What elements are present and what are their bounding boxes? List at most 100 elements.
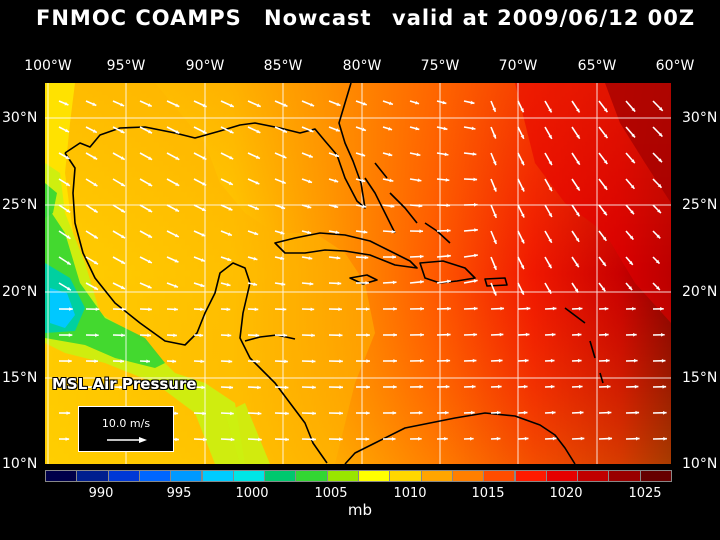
wind-vector-head bbox=[446, 203, 451, 208]
wind-vector-head bbox=[498, 358, 503, 363]
wind-vector-head bbox=[474, 253, 478, 258]
graticule bbox=[45, 83, 671, 464]
wind-vector-head bbox=[661, 358, 666, 363]
wind-vector-head bbox=[93, 260, 98, 265]
lat-label-left-20n: 20°N bbox=[2, 284, 38, 300]
wind-vector-head bbox=[524, 436, 529, 441]
wind-vector-head bbox=[280, 256, 285, 261]
wind-vector-head bbox=[493, 291, 497, 296]
wind-vector-head bbox=[120, 156, 125, 160]
wind-vector-head bbox=[552, 436, 557, 441]
wind-vector-head bbox=[388, 152, 393, 157]
wind-vector-head bbox=[632, 306, 636, 311]
wind-vector-head bbox=[282, 129, 287, 133]
wind-vector-head bbox=[420, 333, 424, 337]
wind-vector-head bbox=[391, 437, 396, 441]
wind-vector-head bbox=[603, 185, 608, 190]
wind-vector-head bbox=[471, 410, 475, 415]
wind-vector-head bbox=[307, 230, 312, 235]
wind-vector-head bbox=[65, 155, 70, 159]
wind-vector-head bbox=[92, 129, 97, 133]
colorbar-swatch bbox=[138, 470, 172, 482]
islands-bahamas bbox=[364, 162, 451, 244]
wind-vector-head bbox=[121, 333, 125, 338]
wind-vector-head bbox=[444, 436, 448, 441]
wind-vector-head bbox=[173, 385, 178, 390]
wind-vector-head bbox=[576, 108, 580, 113]
wind-vector-head bbox=[364, 255, 369, 260]
wind-vector-head bbox=[309, 281, 314, 286]
wind-vector-head bbox=[523, 384, 528, 389]
wind-vector-head bbox=[492, 107, 496, 112]
wind-vector-head bbox=[281, 205, 286, 210]
wind-vector-head bbox=[281, 180, 286, 184]
wind-vector-head bbox=[524, 358, 529, 363]
wind-vector-head bbox=[658, 132, 663, 137]
wind-vector-head bbox=[282, 307, 287, 312]
wind-vector-head bbox=[393, 307, 397, 311]
colorbar-swatch bbox=[389, 470, 422, 482]
wind-vector-head bbox=[120, 359, 124, 364]
wind-vector-head bbox=[172, 359, 177, 364]
wind-vector-head bbox=[365, 437, 370, 441]
wind-vector-head bbox=[520, 213, 525, 218]
coastlines bbox=[64, 83, 604, 464]
lon-label-80w: 80°W bbox=[342, 58, 382, 74]
colorbar-swatch bbox=[76, 470, 109, 482]
colorbar-tick-1000: 1000 bbox=[235, 486, 269, 501]
wind-vector-head bbox=[93, 208, 98, 213]
lat-label-right-15n: 15°N bbox=[682, 370, 718, 386]
wind-vector-head bbox=[66, 411, 71, 415]
wind-vector-head bbox=[578, 384, 583, 389]
coast-gulf-us bbox=[64, 83, 366, 209]
wind-vector-head bbox=[520, 134, 524, 139]
wind-vector-head bbox=[471, 384, 476, 389]
wind-vector-head bbox=[548, 238, 552, 243]
wind-vector-head bbox=[493, 265, 497, 270]
wind-vector-head bbox=[520, 187, 525, 192]
pressure-map[interactable] bbox=[45, 83, 671, 464]
wind-vector-head bbox=[336, 102, 341, 106]
wind-vector-head bbox=[446, 358, 451, 363]
wind-vector-head bbox=[199, 333, 204, 338]
wind-vector-head bbox=[418, 437, 422, 441]
wind-vector-head bbox=[365, 307, 370, 311]
wind-vector-head bbox=[285, 437, 289, 442]
wind-vector-head bbox=[602, 236, 607, 241]
wind-vector-head bbox=[175, 130, 180, 134]
wind-vector-head bbox=[253, 256, 258, 261]
wind-vector-head bbox=[148, 208, 153, 212]
lon-label-70w: 70°W bbox=[498, 58, 538, 74]
wind-vector-head bbox=[655, 259, 660, 264]
wind-vector-head bbox=[417, 178, 422, 183]
wind-vector-head bbox=[174, 307, 178, 312]
wind-vector-head bbox=[526, 306, 531, 311]
wind-vector-head bbox=[658, 158, 663, 163]
wind-vector-head bbox=[366, 359, 370, 363]
wind-vector-head bbox=[447, 306, 451, 311]
wind-vector-head bbox=[310, 102, 315, 107]
wind-vector-head bbox=[389, 178, 394, 183]
wind-vector-head bbox=[93, 235, 98, 239]
wind-vector-head bbox=[630, 210, 634, 215]
wind-vector-head bbox=[202, 411, 206, 416]
colorbar-tick-1005: 1005 bbox=[314, 486, 348, 501]
wind-vector-head bbox=[660, 307, 664, 311]
wind-vector-head bbox=[605, 358, 610, 363]
wind-vector-head bbox=[548, 161, 552, 166]
wind-vector-head bbox=[257, 411, 262, 416]
wind-vector-head bbox=[147, 333, 151, 338]
wind-vector-head bbox=[284, 359, 288, 364]
wind-vector-head bbox=[523, 410, 528, 415]
wind-vector-head bbox=[339, 359, 343, 364]
wind-vector-head bbox=[228, 207, 233, 211]
map-canvas bbox=[45, 83, 671, 464]
wind-vector-head bbox=[472, 152, 477, 156]
wind-vector-head bbox=[499, 332, 504, 337]
wind-vector-head bbox=[285, 411, 289, 416]
wind-vector-head bbox=[473, 332, 478, 337]
wind-vector-head bbox=[256, 359, 261, 364]
wind-vector-head bbox=[200, 307, 204, 312]
wind-vector-head bbox=[200, 258, 205, 262]
wind-vector-head bbox=[200, 359, 205, 364]
